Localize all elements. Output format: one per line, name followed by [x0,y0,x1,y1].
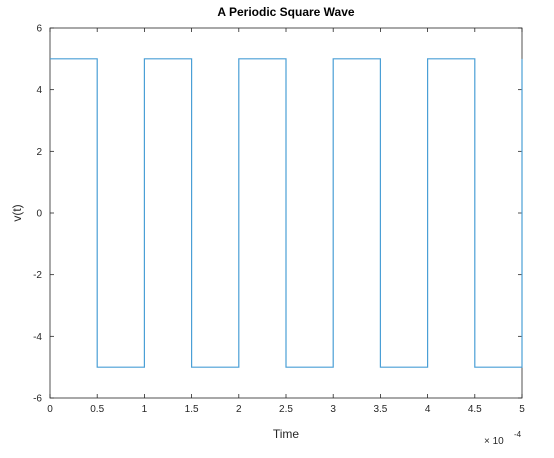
x-tick-label: 2 [236,404,242,415]
series-layer [50,58,523,368]
x-tick-label: 1.5 [185,404,199,415]
x-tick-label: 0.5 [90,404,104,415]
y-tick-label: -2 [33,270,42,281]
x-tick-label: 4 [425,404,431,415]
y-tick-label: 6 [36,24,42,35]
y-tick-label: 2 [36,147,42,158]
x-tick-label: 3.5 [373,404,387,415]
x-axis-exponent-power: -4 [514,430,522,439]
x-tick-label: 2.5 [279,404,293,415]
x-tick-label: 0 [47,404,53,415]
x-tick-label: 4.5 [468,404,482,415]
x-axis-label: Time [273,427,300,441]
y-axis-label: v(t) [10,204,24,221]
y-tick-label: -4 [33,332,42,343]
x-tick-label: 1 [142,404,148,415]
x-axis-exponent-multiplier: × 10 [484,436,504,447]
y-tick-label: 0 [36,209,42,220]
y-tick-label: 4 [36,85,42,96]
x-axis-ticks [49,28,523,398]
chart-title: A Periodic Square Wave [217,5,354,19]
y-axis-ticks [50,27,522,399]
x-tick-label: 3 [330,404,336,415]
square-wave-line [50,58,523,368]
x-axis-tick-labels: 0 0.5 1 1.5 2 2.5 3 3.5 4 4.5 5 [47,404,525,415]
y-tick-label: -6 [33,394,42,405]
x-tick-label: 5 [519,404,525,415]
y-axis-tick-labels: -6 -4 -2 0 2 4 6 [33,24,42,405]
